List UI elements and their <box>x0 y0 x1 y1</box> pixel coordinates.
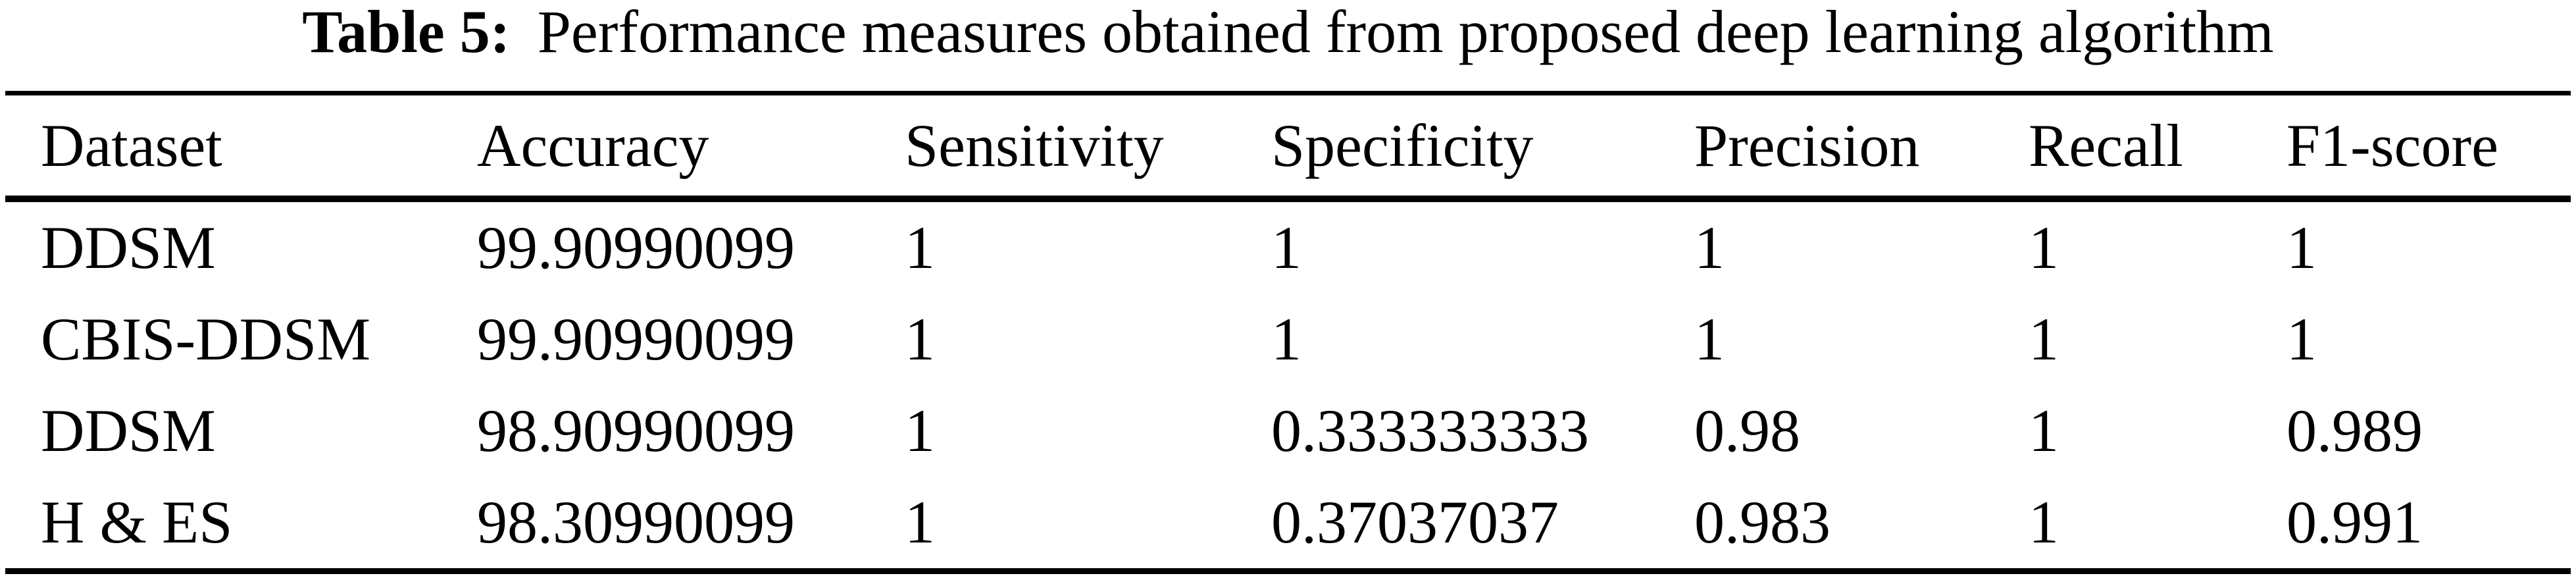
value-cell: 0.37037037 <box>1271 488 1559 556</box>
table-row: DDSM 98.90990099 1 0.333333333 0.98 1 0.989 <box>5 385 2571 477</box>
value-cell: 1 <box>1271 214 1301 281</box>
performance-table: Dataset Accuracy Sensitivity Specificity Pre… <box>5 91 2571 574</box>
value-cell: 1 <box>905 397 935 464</box>
table-row: H & ES 98.30990099 1 0.37037037 0.983 1 0.991 <box>5 477 2571 571</box>
value-cell: 1 <box>2286 214 2317 281</box>
value-cell: 0.983 <box>1694 488 1831 556</box>
table-caption: Table 5: Performance measures obtained fr… <box>0 0 2576 91</box>
value-cell: 1 <box>2029 488 2059 556</box>
column-header-f1-score: F1-score <box>2286 93 2571 202</box>
table-header-row: Dataset Accuracy Sensitivity Specificity Pre… <box>5 93 2571 202</box>
value-cell: 1 <box>2029 397 2059 464</box>
table-row: CBIS-DDSM 99.90990099 1 1 1 1 1 <box>5 294 2571 385</box>
value-cell: 99.90990099 <box>477 214 795 281</box>
value-cell: 1 <box>905 214 935 281</box>
value-cell: 0.98 <box>1694 397 1800 464</box>
column-header-accuracy: Accuracy <box>477 93 905 202</box>
table-caption-text: Performance measures obtained from propo… <box>537 0 2274 65</box>
column-header-dataset: Dataset <box>5 93 477 202</box>
value-cell: 1 <box>905 305 935 373</box>
value-cell: 1 <box>1271 305 1301 373</box>
value-cell: 98.30990099 <box>477 488 795 556</box>
value-cell: 1 <box>2029 214 2059 281</box>
value-cell: 1 <box>2286 305 2317 373</box>
value-cell: 0.991 <box>2286 488 2423 556</box>
dataset-cell: DDSM <box>41 214 216 281</box>
value-cell: 1 <box>1694 305 1725 373</box>
dataset-cell: DDSM <box>41 397 216 464</box>
column-header-sensitivity: Sensitivity <box>905 93 1271 202</box>
value-cell: 0.989 <box>2286 397 2423 464</box>
value-cell: 98.90990099 <box>477 397 795 464</box>
value-cell: 0.333333333 <box>1271 397 1589 464</box>
column-header-precision: Precision <box>1694 93 2029 202</box>
table-row: DDSM 99.90990099 1 1 1 1 1 <box>5 199 2571 294</box>
dataset-cell: H & ES <box>41 488 233 556</box>
value-cell: 1 <box>2029 305 2059 373</box>
table-container: Dataset Accuracy Sensitivity Specificity Pre… <box>0 91 2576 574</box>
column-header-recall: Recall <box>2029 93 2286 202</box>
table-body: DDSM 99.90990099 1 1 1 1 1 CBIS-DDSM 99.90990099… <box>5 199 2571 571</box>
table-caption-label: Table 5: <box>302 0 511 65</box>
value-cell: 99.90990099 <box>477 305 795 373</box>
value-cell: 1 <box>1694 214 1725 281</box>
column-header-specificity: Specificity <box>1271 93 1694 202</box>
value-cell: 1 <box>905 488 935 556</box>
dataset-cell: CBIS-DDSM <box>41 305 371 373</box>
